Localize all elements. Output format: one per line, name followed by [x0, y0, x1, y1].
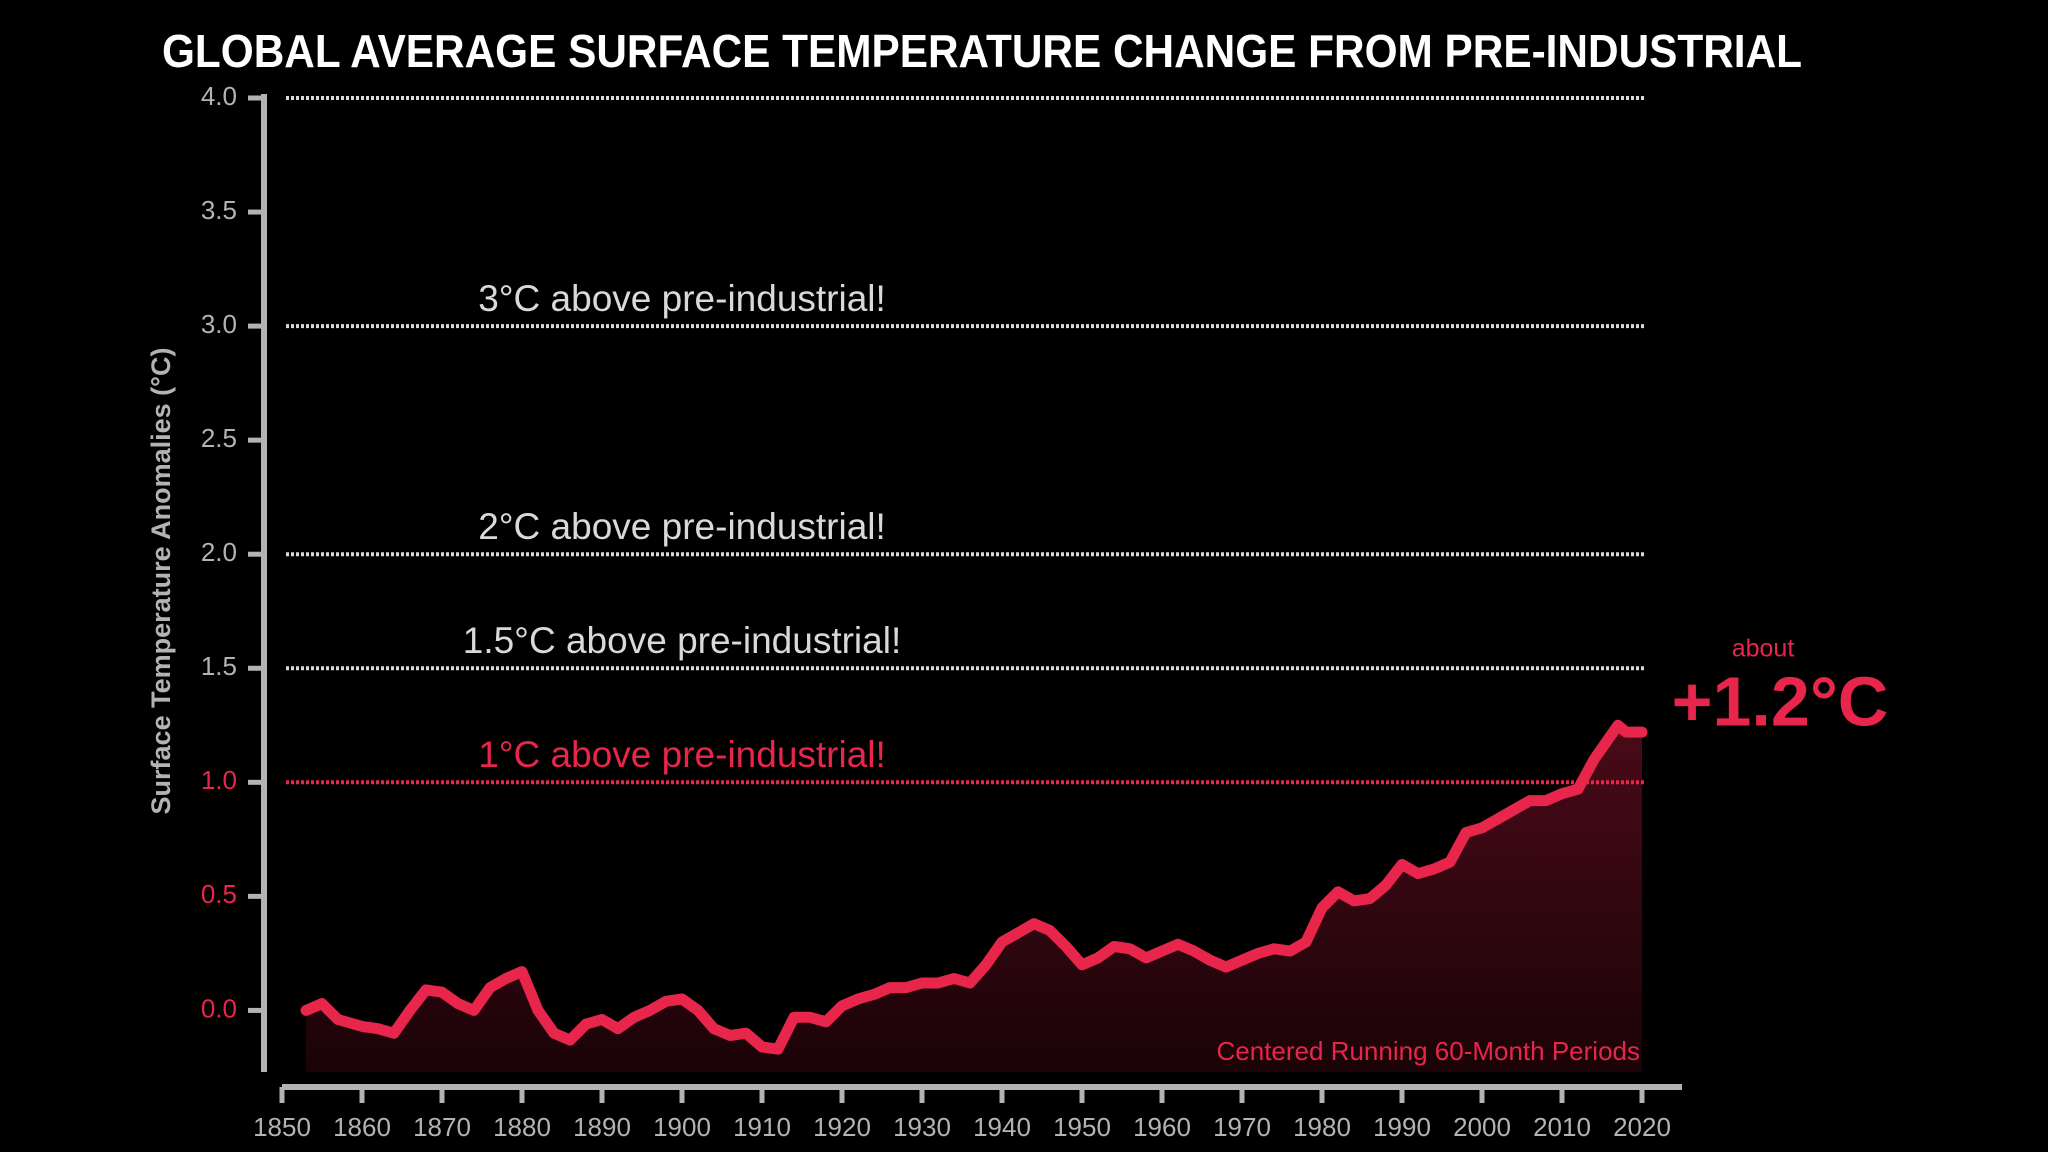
chart-title: GLOBAL AVERAGE SURFACE TEMPERATURE CHANG…: [162, 25, 1802, 77]
annotation: about: [1732, 635, 1795, 663]
x-tick-label: 1860: [333, 1112, 391, 1142]
x-tick-label: 1950: [1053, 1112, 1111, 1142]
x-tick-label: 1930: [893, 1112, 951, 1142]
x-tick-label: 1980: [1293, 1112, 1351, 1142]
y-axis-label: Surface Temperature Anomalies (°C): [146, 348, 176, 815]
y-tick-label: 1.5: [201, 651, 237, 681]
reference-label: 1°C above pre-industrial!: [478, 734, 886, 775]
y-tick-label: 2.5: [201, 423, 237, 453]
reference-label: 1.5°C above pre-industrial!: [463, 620, 901, 661]
x-tick-label: 1850: [253, 1112, 311, 1142]
x-tick-label: 1990: [1373, 1112, 1431, 1142]
y-tick-label: 0.5: [201, 879, 237, 909]
x-tick-label: 1890: [573, 1112, 631, 1142]
x-tick-label: 1960: [1133, 1112, 1191, 1142]
reference-label: 2°C above pre-industrial!: [478, 506, 886, 547]
annotation-value: +1.2°C: [1672, 662, 1889, 740]
y-tick-label: 3.5: [201, 195, 237, 225]
x-tick-label: 1910: [733, 1112, 791, 1142]
x-tick-label: 1870: [413, 1112, 471, 1142]
y-tick-label: 1.0: [201, 765, 237, 795]
x-tick-label: 1900: [653, 1112, 711, 1142]
y-tick-label: 3.0: [201, 309, 237, 339]
reference-label: 3°C above pre-industrial!: [478, 278, 886, 319]
area: [306, 725, 1642, 1072]
y-tick-label: 2.0: [201, 537, 237, 567]
y-tick-label: 0.0: [201, 993, 237, 1023]
line: [300, 719, 1648, 1055]
x-tick-label: 1970: [1213, 1112, 1271, 1142]
x-tick-label: 1940: [973, 1112, 1031, 1142]
x-tick-label: 2010: [1533, 1112, 1591, 1142]
x-tick-label: 1880: [493, 1112, 551, 1142]
x-tick-label: 2020: [1613, 1112, 1671, 1142]
y-tick-label: 4.0: [201, 81, 237, 111]
x-tick-label: 1920: [813, 1112, 871, 1142]
x-tick-label: 2000: [1453, 1112, 1511, 1142]
series-label: Centered Running 60-Month Periods: [1217, 1036, 1640, 1066]
